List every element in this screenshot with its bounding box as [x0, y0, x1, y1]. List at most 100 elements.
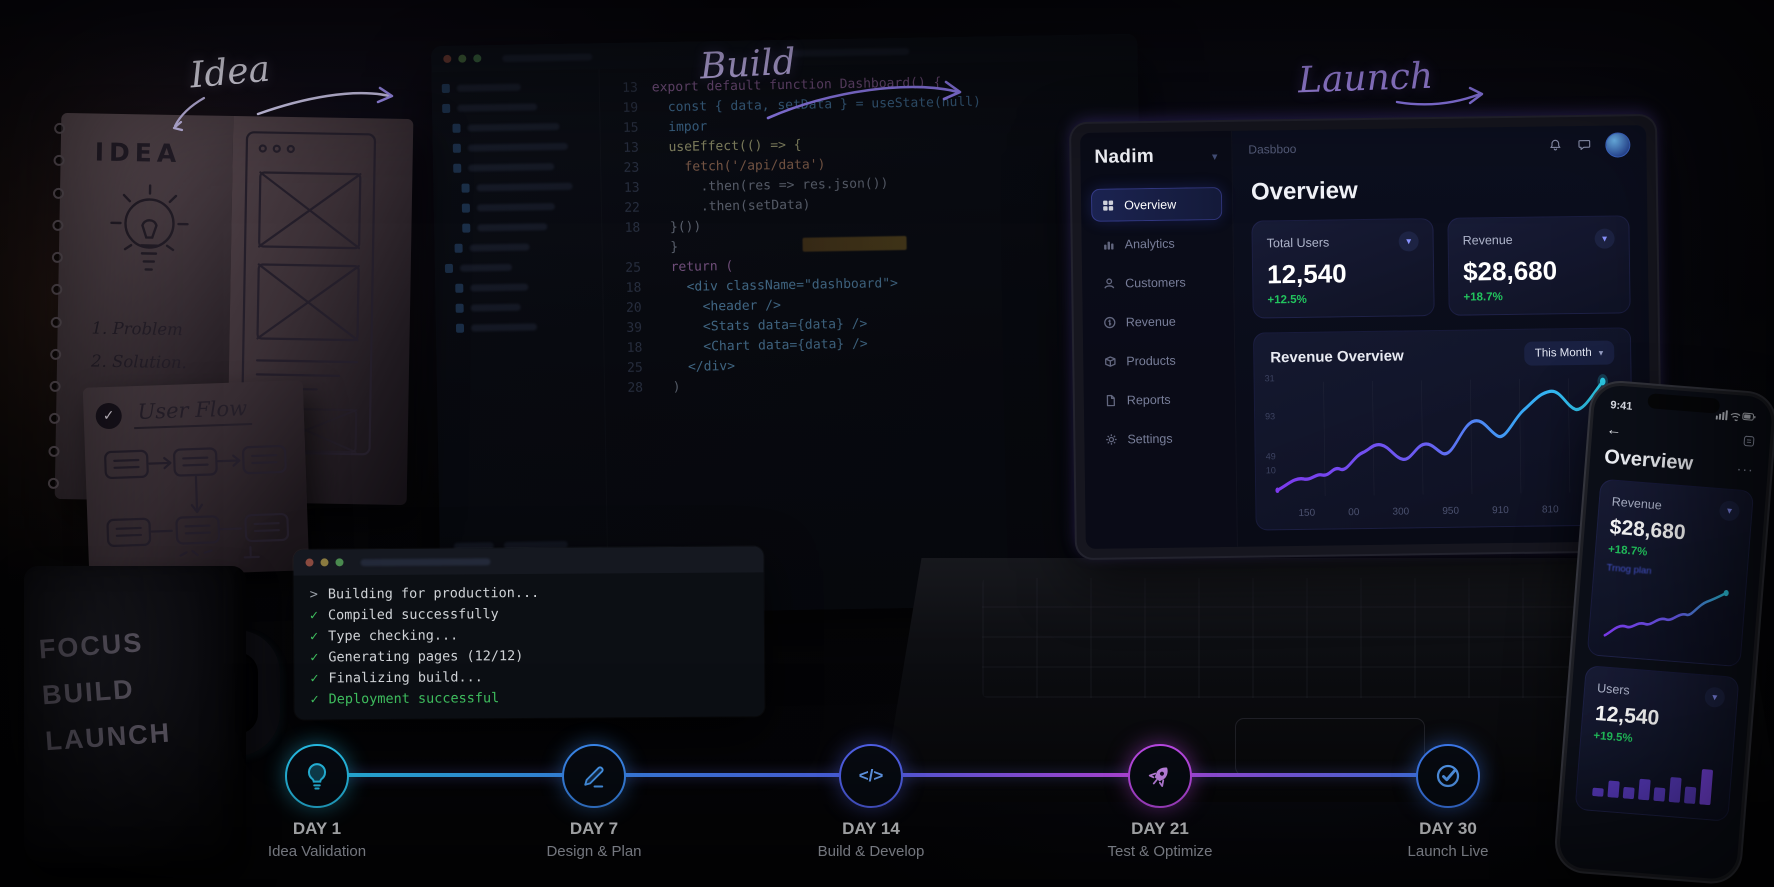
- pencil-icon: [584, 766, 604, 788]
- page-title: Overview: [1250, 177, 1358, 206]
- chevron-down-icon[interactable]: ▾: [1211, 150, 1218, 163]
- file-icon: [452, 143, 461, 153]
- file-item[interactable]: [445, 281, 592, 293]
- check-icon: ✓: [310, 649, 319, 666]
- clock: 9:41: [1609, 399, 1633, 413]
- file-item[interactable]: [442, 121, 589, 133]
- file-icon: [454, 243, 463, 253]
- range-selector[interactable]: This Month ▾: [1523, 340, 1615, 366]
- terminal-titlebar: [293, 546, 764, 576]
- file-item[interactable]: [442, 101, 589, 114]
- phone: 9:41 ← Overview ··· Revenue ▾ $28,680 +1…: [1558, 384, 1774, 881]
- terminal-line: ✓ Type checking...: [310, 623, 748, 647]
- file-icon: [455, 283, 464, 293]
- check-icon: ✓: [309, 628, 319, 645]
- file-item[interactable]: [441, 81, 589, 94]
- close-button[interactable]: [305, 558, 314, 567]
- breadcrumb: Dasbboo: [1248, 141, 1297, 157]
- file-icon: [444, 263, 454, 273]
- editor-tab[interactable]: [502, 52, 593, 62]
- battery-icon: [1742, 412, 1756, 421]
- file-icon: [453, 163, 462, 173]
- file-icon: [442, 103, 451, 114]
- file-item[interactable]: [444, 201, 591, 213]
- notebook-item: 2. Solution.: [90, 351, 188, 373]
- sidebar-item-reports[interactable]: Reports: [1094, 382, 1225, 417]
- minimize-button[interactable]: [458, 54, 467, 63]
- avatar[interactable]: [1605, 131, 1631, 158]
- file-item[interactable]: [444, 221, 591, 233]
- close-button[interactable]: [443, 54, 452, 63]
- chat-icon[interactable]: [1576, 137, 1592, 153]
- file-item[interactable]: [445, 241, 592, 253]
- sidebar-item-overview[interactable]: Overview: [1090, 186, 1223, 222]
- file-explorer: [432, 69, 609, 616]
- revenue-value: $28,680: [1462, 255, 1558, 287]
- wireframe-sketch: [240, 131, 377, 456]
- sidebar-item-settings[interactable]: Settings: [1094, 421, 1225, 456]
- menu-grid-icon[interactable]: [1741, 433, 1756, 448]
- code-area: 13 export default function Dashboard() { …: [600, 60, 1147, 613]
- file-item[interactable]: [443, 161, 590, 173]
- file-item[interactable]: [444, 261, 592, 273]
- terminal-output: > Building for production... ✓ Compiled su…: [294, 572, 765, 719]
- phone-line-chart: [1603, 589, 1729, 637]
- phone-page-title: Overview: [1603, 445, 1694, 475]
- check-circle-icon: [1436, 764, 1460, 788]
- check-icon: ✓: [310, 670, 319, 687]
- brand-logo: Nadim: [1094, 145, 1155, 168]
- code-selection: [802, 235, 907, 252]
- check-icon: ✓: [310, 691, 319, 708]
- notebook-left-page: IDEA 1. Problem 2. Solution. 3. Product.: [54, 112, 234, 502]
- milestone-day-21: DAY 21 Test & Optimize: [1050, 744, 1270, 860]
- chevron-down-icon[interactable]: ▾: [1594, 228, 1615, 249]
- file-icon: [455, 323, 465, 333]
- box-icon: [1105, 355, 1116, 367]
- terminal-title: [360, 557, 491, 566]
- chevron-down-icon[interactable]: ▾: [1398, 231, 1419, 252]
- notebook-right-page: [227, 115, 414, 506]
- user-flow-card: ✓ User Flow: [82, 380, 310, 578]
- prompt-icon: >: [309, 586, 318, 603]
- zoom-button[interactable]: [473, 54, 482, 63]
- zoom-button[interactable]: [335, 558, 344, 567]
- milestone-day-30: DAY 30 Launch Live: [1338, 744, 1558, 860]
- more-menu-icon[interactable]: ···: [1736, 460, 1755, 478]
- file-icon: [441, 83, 450, 94]
- milestone-day-14: </> DAY 14 Build & Develop: [761, 744, 981, 860]
- launch-arrow-icon: [1395, 86, 1484, 106]
- y-tick: 93: [1265, 411, 1276, 422]
- back-arrow-icon[interactable]: ←: [1605, 420, 1623, 440]
- check-icon: ✓: [309, 607, 319, 624]
- sidebar-item-products[interactable]: Products: [1093, 343, 1224, 378]
- sidebar-item-customers[interactable]: Customers: [1092, 265, 1223, 300]
- sidebar-item-revenue[interactable]: Revenue: [1093, 304, 1224, 339]
- person-icon: [1104, 277, 1115, 289]
- coffee-mug: FOCUS BUILD LAUNCH: [24, 566, 280, 868]
- file-icon: [455, 303, 464, 313]
- sidebar-item-analytics[interactable]: Analytics: [1091, 226, 1222, 261]
- revenue-delta: +18.7%: [1463, 291, 1503, 304]
- file-item[interactable]: [443, 181, 590, 193]
- minimize-button[interactable]: [320, 558, 329, 567]
- terminal-line: ✓ Compiled successfully: [310, 602, 748, 626]
- bell-icon[interactable]: [1547, 137, 1563, 153]
- lightbulb-sketch-icon: [110, 184, 189, 271]
- file-item[interactable]: [446, 321, 593, 333]
- terminal-line: ✓ Deployment successful: [310, 686, 748, 710]
- milestone-day-7: DAY 7 Design & Plan: [484, 744, 704, 860]
- chevron-down-icon[interactable]: ▾: [1718, 500, 1741, 522]
- chevron-down-icon[interactable]: ▾: [1704, 686, 1726, 709]
- bars-icon: [1104, 241, 1114, 250]
- dollar-icon: [1104, 316, 1116, 328]
- file-item[interactable]: [443, 141, 590, 153]
- y-tick: 10: [1265, 465, 1276, 476]
- code-icon: </>: [858, 766, 884, 785]
- phone-revenue-card: Revenue ▾ $28,680 +18.7% Trnog plan: [1586, 478, 1755, 668]
- terminal-line: > Building for production...: [310, 581, 748, 605]
- file-item[interactable]: [446, 301, 593, 313]
- phone-users-card: Users ▾ 12,540 +19.5%: [1574, 665, 1740, 822]
- y-tick: 49: [1265, 451, 1276, 462]
- revenue-card: Revenue ▾ $28,680 +18.7%: [1447, 215, 1631, 316]
